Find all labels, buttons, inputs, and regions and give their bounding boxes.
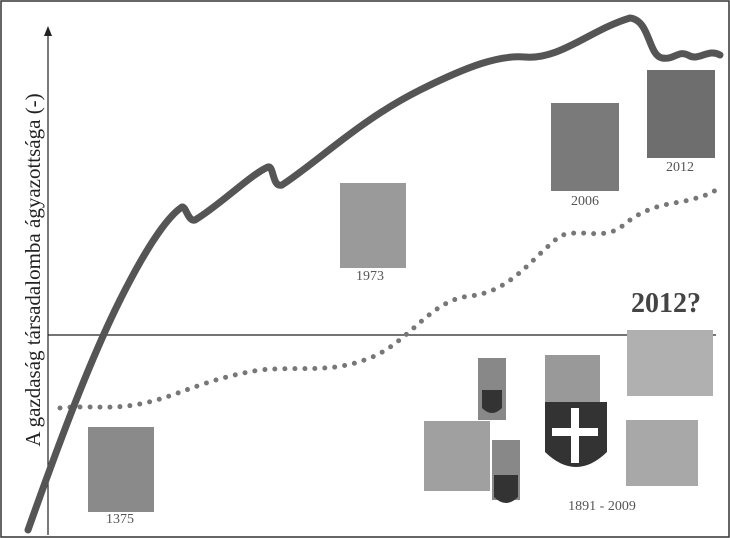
portrait — [88, 427, 154, 512]
portrait — [647, 70, 715, 158]
portrait — [424, 421, 490, 491]
year-label: 1375 — [106, 512, 134, 527]
year-label: 1973 — [356, 269, 384, 284]
portrait — [626, 420, 698, 486]
axis-arrow — [44, 26, 52, 36]
portrait — [551, 103, 619, 191]
coat-of-arms — [478, 355, 607, 503]
axis-label: A gazdaság társadalomba ágyazottsága (-) — [21, 93, 45, 446]
year-range-label: 1891 - 2009 — [568, 499, 636, 514]
solid-curve — [24, 14, 724, 534]
portrait — [340, 183, 406, 268]
year-label: 2012 — [666, 160, 694, 175]
question-label: 2012? — [631, 288, 701, 319]
year-label: 2006 — [571, 194, 599, 209]
portrait — [627, 330, 713, 396]
dotted-curve — [57, 187, 719, 411]
